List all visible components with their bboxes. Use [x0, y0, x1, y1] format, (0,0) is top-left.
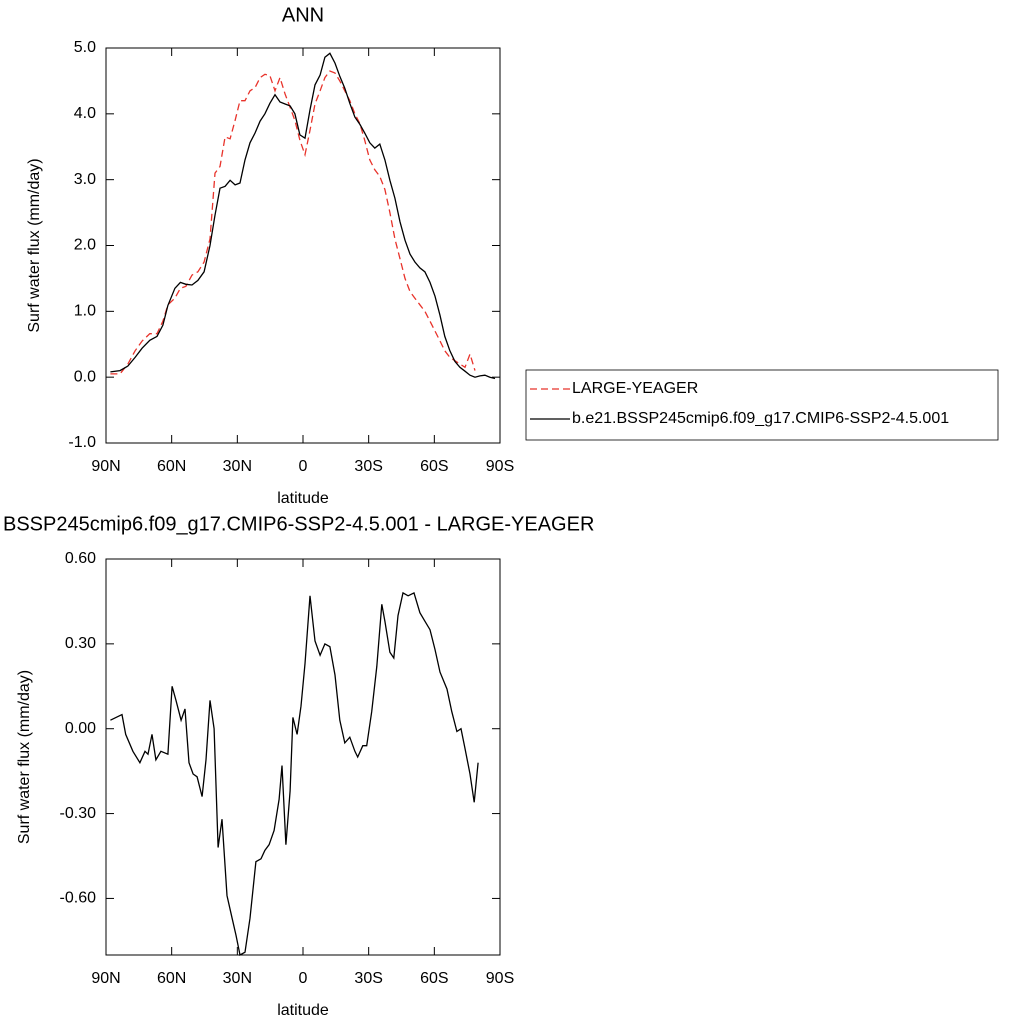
y-tick-label: -0.60	[60, 890, 97, 907]
x-tick-label: 60S	[420, 970, 448, 987]
y-tick-label: 0.00	[65, 720, 96, 737]
y-axis-label: Surf water flux (mm/day)	[16, 670, 33, 844]
x-tick-label: 0	[299, 458, 308, 475]
y-tick-label: 5.0	[74, 39, 96, 56]
data-line	[110, 70, 476, 375]
x-axis-label: latitude	[277, 1002, 329, 1019]
x-tick-label: 30N	[223, 458, 252, 475]
legend-box	[525, 369, 999, 441]
y-tick-label: 0.60	[65, 550, 96, 567]
y-tick-label: 4.0	[74, 105, 96, 122]
chart-title: ANN	[282, 4, 324, 26]
data-line	[110, 591, 479, 957]
y-tick-label: -0.30	[60, 805, 97, 822]
x-axis-label: latitude	[277, 490, 329, 507]
x-tick-label: 0	[299, 970, 308, 987]
y-tick-label: -1.0	[68, 434, 96, 451]
y-tick-label: 2.0	[74, 237, 96, 254]
x-tick-label: 30S	[354, 970, 382, 987]
x-tick-label: 30N	[223, 970, 252, 987]
data-line	[110, 52, 496, 380]
y-tick-label: 0.30	[65, 635, 96, 652]
x-tick-label: 30S	[354, 458, 382, 475]
plot-frame	[105, 47, 501, 444]
x-tick-label: 60N	[157, 970, 186, 987]
y-tick-label: 3.0	[74, 171, 96, 188]
y-axis-label: Surf water flux (mm/day)	[26, 158, 43, 332]
x-tick-label: 60N	[157, 458, 186, 475]
y-tick-label: 0.0	[74, 368, 96, 385]
legend-label: b.e21.BSSP245cmip6.f09_g17.CMIP6-SSP2-4.…	[572, 410, 949, 427]
chart-title: BSSP245cmip6.f09_g17.CMIP6-SSP2-4.5.001 …	[3, 513, 594, 535]
x-tick-label: 90S	[486, 970, 514, 987]
x-tick-label: 90N	[91, 970, 120, 987]
legend-label: LARGE-YEAGER	[572, 380, 698, 397]
x-tick-label: 60S	[420, 458, 448, 475]
plot-frame	[105, 558, 501, 956]
y-tick-label: 1.0	[74, 303, 96, 320]
x-tick-label: 90S	[486, 458, 514, 475]
x-tick-label: 90N	[91, 458, 120, 475]
